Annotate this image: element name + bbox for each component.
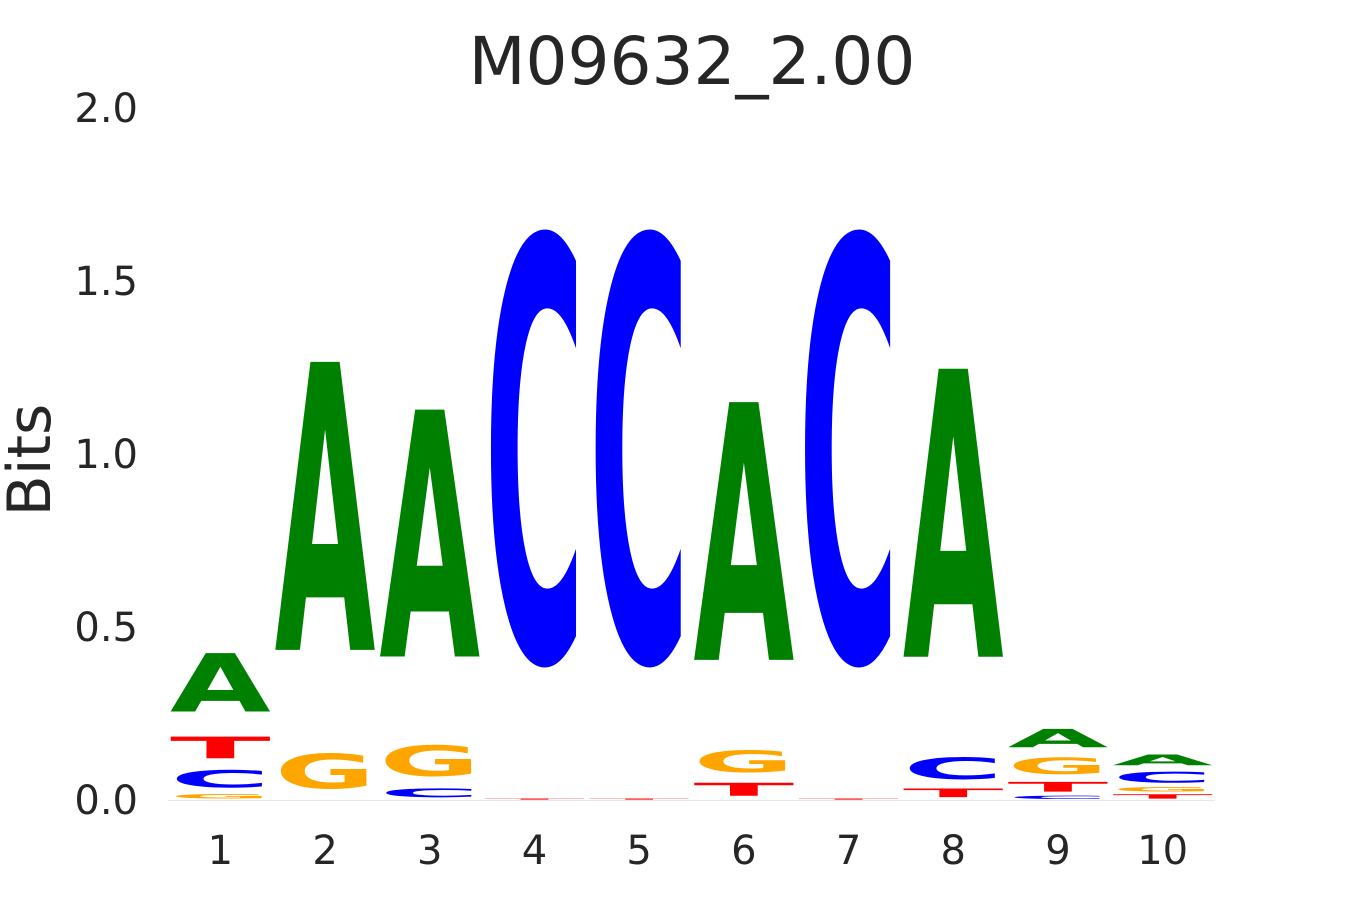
letter-stack-position-2: GA [275, 284, 377, 799]
x-tick-label: 6 [731, 828, 756, 874]
letter-stack-position-3: CGA [379, 344, 481, 800]
base-C-glyph: C [1112, 769, 1213, 786]
base-C-glyph: C [903, 752, 1004, 786]
x-tick-label: 10 [1137, 828, 1188, 874]
base-T-glyph: T [589, 798, 690, 800]
x-tick-label: 4 [522, 828, 547, 874]
base-A-glyph: A [379, 344, 481, 737]
x-tick-label: 3 [417, 828, 442, 874]
x-tick-label: 5 [626, 828, 651, 874]
base-A-glyph: A [1112, 752, 1213, 769]
letter-stack-position-8: TCA [903, 291, 1005, 800]
base-T-glyph: T [1008, 779, 1109, 795]
chart-title: M09632_2.00 [469, 23, 916, 100]
base-A-glyph: A [694, 332, 796, 743]
base-G-glyph: G [1008, 753, 1109, 779]
base-G-glyph: G [275, 745, 376, 800]
letter-stack-position-5: TC [589, 123, 690, 800]
base-C-glyph: C [798, 123, 899, 797]
base-T-glyph: T [903, 786, 1004, 800]
base-A-glyph: A [170, 638, 271, 731]
x-tick-label: 1 [208, 828, 233, 874]
base-A-glyph: A [1008, 724, 1109, 753]
letter-stack-position-4: TC [484, 123, 585, 800]
base-T-glyph: T [798, 798, 899, 800]
base-T-glyph: T [1112, 793, 1213, 800]
base-T-glyph: T [170, 731, 271, 766]
base-G-glyph: G [1112, 786, 1213, 793]
x-tick-label: 9 [1045, 828, 1070, 874]
base-C-glyph: C [379, 786, 480, 800]
base-T-glyph: T [694, 779, 795, 800]
base-A-glyph: A [903, 291, 1005, 750]
base-C-glyph: C [484, 123, 585, 797]
y-axis-label: Bits [0, 404, 65, 517]
y-tick-label: 1.0 [74, 432, 138, 478]
y-tick-label: 2.0 [74, 86, 138, 132]
base-G-glyph: G [379, 738, 480, 787]
base-C-glyph: C [170, 766, 271, 794]
y-tick-label: 0.5 [74, 605, 138, 651]
base-T-glyph: T [484, 798, 585, 800]
base-C-glyph: C [1008, 795, 1109, 800]
y-tick-label: 0.0 [74, 778, 138, 824]
base-C-glyph: C [589, 123, 690, 797]
x-tick-label: 8 [941, 828, 966, 874]
base-G-glyph: G [170, 793, 271, 800]
x-tick-label: 2 [312, 828, 337, 874]
x-axis-ticks: 1 2 3 4 5 6 7 8 9 10 [208, 828, 1188, 874]
base-G-glyph: G [694, 745, 795, 780]
letter-stack-position-7: TC [798, 123, 899, 800]
base-A-glyph: A [275, 284, 377, 743]
x-tick-label: 7 [836, 828, 861, 874]
y-tick-label: 1.5 [74, 259, 138, 305]
y-axis-ticks: 0.0 0.5 1.0 1.5 2.0 [74, 86, 138, 824]
letter-stack-position-6: TGA [694, 332, 796, 800]
